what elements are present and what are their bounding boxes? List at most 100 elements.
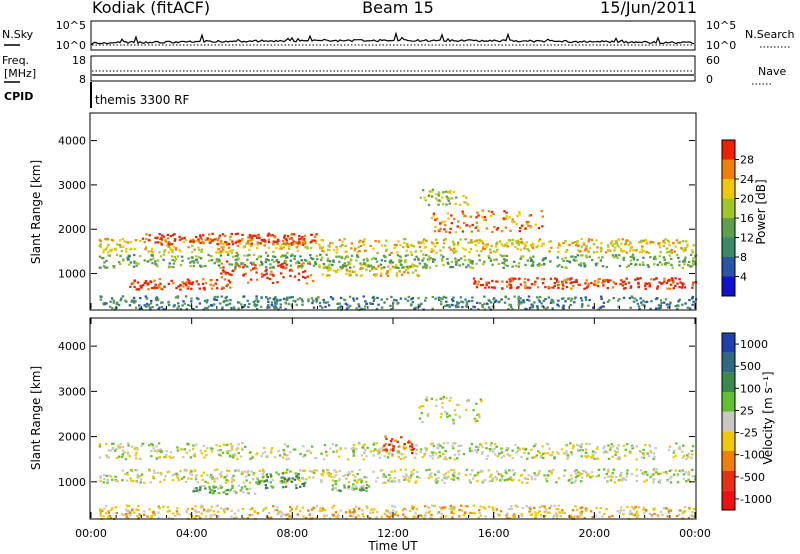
data-cell	[409, 441, 412, 444]
data-cell	[351, 511, 355, 514]
data-cell	[669, 509, 673, 512]
data-cell	[168, 262, 171, 265]
data-cell	[265, 455, 268, 459]
data-cell	[529, 214, 533, 217]
data-cell	[453, 251, 456, 254]
data-cell	[133, 261, 136, 265]
data-cell	[263, 244, 266, 247]
data-cell	[422, 238, 426, 241]
data-cell	[562, 306, 565, 309]
data-cell	[335, 245, 338, 249]
data-cell	[524, 284, 527, 287]
data-cell	[654, 258, 657, 261]
data-cell	[245, 242, 248, 245]
data-cell	[269, 516, 273, 519]
data-cell	[282, 265, 285, 268]
data-cell	[519, 283, 523, 286]
data-cell	[595, 448, 599, 451]
data-cell	[448, 305, 451, 308]
data-cell	[352, 443, 356, 446]
data-cell	[413, 308, 417, 311]
data-cell	[230, 481, 234, 484]
data-cell	[692, 257, 695, 260]
data-cell	[284, 485, 288, 488]
data-cell	[277, 510, 280, 513]
data-cell	[508, 454, 512, 457]
data-cell	[683, 506, 687, 509]
data-cell	[274, 304, 277, 307]
data-cell	[298, 238, 301, 241]
data-cell	[343, 262, 346, 265]
data-cell	[506, 242, 509, 245]
data-cell	[420, 515, 424, 518]
data-cell	[104, 512, 108, 515]
data-cell	[412, 515, 415, 518]
data-cell	[663, 241, 666, 245]
data-cell	[105, 246, 109, 249]
data-cell	[437, 191, 441, 194]
data-cell	[99, 479, 102, 482]
data-cell	[428, 266, 432, 269]
data-cell	[336, 307, 340, 310]
data-cell	[339, 296, 343, 299]
data-cell	[513, 295, 516, 298]
data-cell	[200, 474, 203, 477]
data-cell	[647, 251, 651, 254]
data-cell	[301, 506, 304, 509]
data-cell	[493, 447, 496, 450]
data-cell	[111, 307, 114, 310]
data-cell	[562, 297, 565, 300]
data-cell	[339, 448, 342, 451]
data-cell	[546, 443, 550, 446]
data-cell	[562, 285, 565, 288]
data-cell	[357, 514, 360, 517]
data-cell	[676, 282, 679, 285]
data-cell	[395, 244, 398, 247]
data-cell	[236, 447, 239, 450]
data-cell	[443, 228, 446, 231]
data-cell	[572, 284, 575, 288]
data-cell	[320, 239, 323, 242]
data-cell	[520, 255, 523, 258]
data-cell	[236, 244, 240, 247]
data-cell	[417, 257, 420, 260]
data-cell	[275, 259, 278, 262]
data-cell	[502, 262, 506, 265]
data-cell	[194, 505, 197, 508]
data-cell	[600, 250, 603, 253]
data-cell	[362, 239, 366, 242]
data-cell	[375, 442, 378, 445]
data-cell	[217, 264, 221, 267]
data-cell	[580, 510, 584, 513]
data-cell	[99, 511, 103, 515]
data-cell	[349, 304, 352, 307]
data-cell	[311, 239, 314, 242]
data-cell	[241, 238, 244, 241]
data-cell	[673, 250, 676, 253]
data-cell	[436, 241, 439, 245]
data-cell	[424, 515, 427, 518]
data-cell	[435, 481, 438, 484]
data-cell	[116, 243, 119, 246]
data-cell	[377, 265, 380, 268]
data-cell	[579, 264, 583, 267]
data-cell	[336, 248, 339, 251]
data-cell	[338, 302, 341, 305]
data-cell	[397, 266, 400, 269]
data-cell	[302, 241, 305, 245]
data-cell	[481, 451, 484, 454]
data-cell	[157, 448, 160, 452]
data-cell	[551, 300, 554, 303]
data-cell	[620, 471, 623, 474]
data-cell	[348, 269, 351, 273]
data-cell	[569, 442, 572, 445]
data-cell	[652, 481, 655, 484]
data-cell	[195, 515, 198, 518]
data-cell	[474, 243, 477, 246]
data-cell	[220, 474, 223, 477]
data-cell	[344, 302, 347, 305]
data-cell	[649, 450, 652, 453]
data-cell	[417, 303, 420, 306]
data-cell	[653, 278, 656, 281]
data-cell	[306, 450, 309, 453]
